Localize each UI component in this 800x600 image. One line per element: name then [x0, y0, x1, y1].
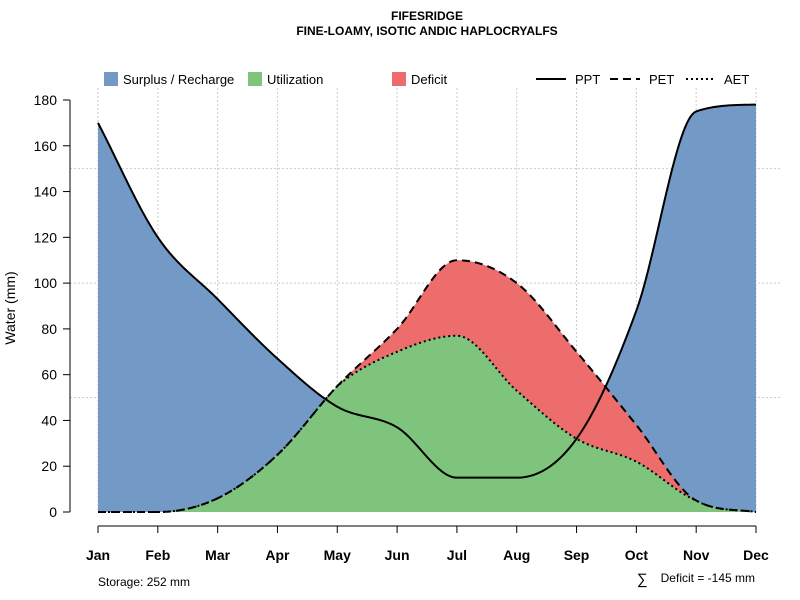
- x-tick-label-jan: Jan: [86, 547, 110, 563]
- axes: 0 20 40 60 80 100 120 140 160 180 Jan Feb Mar Apr May J…: [34, 92, 769, 563]
- x-tick-label-feb: Feb: [145, 547, 170, 563]
- y-tick-label-160: 160: [34, 138, 58, 154]
- x-tick-label-dec: Dec: [743, 547, 769, 563]
- legend-label-ppt: PPT: [575, 72, 600, 87]
- legend-label-utilization: Utilization: [267, 72, 323, 87]
- x-tick-label-aug: Aug: [503, 547, 530, 563]
- legend-label-pet: PET: [649, 72, 674, 87]
- legend-label-deficit: Deficit: [411, 72, 448, 87]
- y-tick-label-120: 120: [34, 229, 58, 245]
- x-tick-label-nov: Nov: [683, 547, 710, 563]
- y-tick-label-140: 140: [34, 184, 58, 200]
- storage-annotation: Storage: 252 mm: [98, 575, 190, 589]
- legend-swatch-surplus: [104, 72, 118, 86]
- series-line-pet: [98, 259, 757, 513]
- y-tick-label-180: 180: [34, 92, 58, 108]
- x-tick-label-sep: Sep: [564, 547, 590, 563]
- x-tick-label-oct: Oct: [625, 547, 649, 563]
- x-tick-label-jul: Jul: [447, 547, 467, 563]
- y-tick-label-0: 0: [49, 504, 57, 520]
- chart-title: FIFESRIDGE: [391, 9, 463, 23]
- series-line-ppt: [97, 103, 757, 479]
- y-tick-label-40: 40: [41, 412, 57, 428]
- legend: Surplus / Recharge Utilization Deficit P…: [104, 72, 749, 87]
- y-tick-label-100: 100: [34, 275, 58, 291]
- legend-swatch-utilization: [248, 72, 262, 86]
- legend-label-surplus: Surplus / Recharge: [123, 72, 234, 87]
- chart-subtitle: FINE-LOAMY, ISOTIC ANDIC HAPLOCRYALFS: [296, 24, 557, 38]
- y-tick-label-80: 80: [41, 321, 57, 337]
- series-lines: [97, 103, 757, 513]
- deficit-annotation: Deficit = -145 mm: [661, 571, 755, 585]
- y-tick-label-60: 60: [41, 367, 57, 383]
- x-tick-label-apr: Apr: [265, 547, 290, 563]
- legend-label-aet: AET: [724, 72, 749, 87]
- y-axis-label: Water (mm): [2, 271, 18, 344]
- area-fills: [98, 104, 756, 512]
- area-utilization: [98, 335, 756, 512]
- y-tick-label-20: 20: [41, 458, 57, 474]
- area-deficit: [98, 260, 756, 512]
- x-tick-label-mar: Mar: [205, 547, 230, 563]
- legend-swatch-deficit: [392, 72, 406, 86]
- x-tick-label-jun: Jun: [385, 547, 410, 563]
- x-tick-label-may: May: [324, 547, 351, 563]
- sum-icon: ∑: [637, 571, 648, 588]
